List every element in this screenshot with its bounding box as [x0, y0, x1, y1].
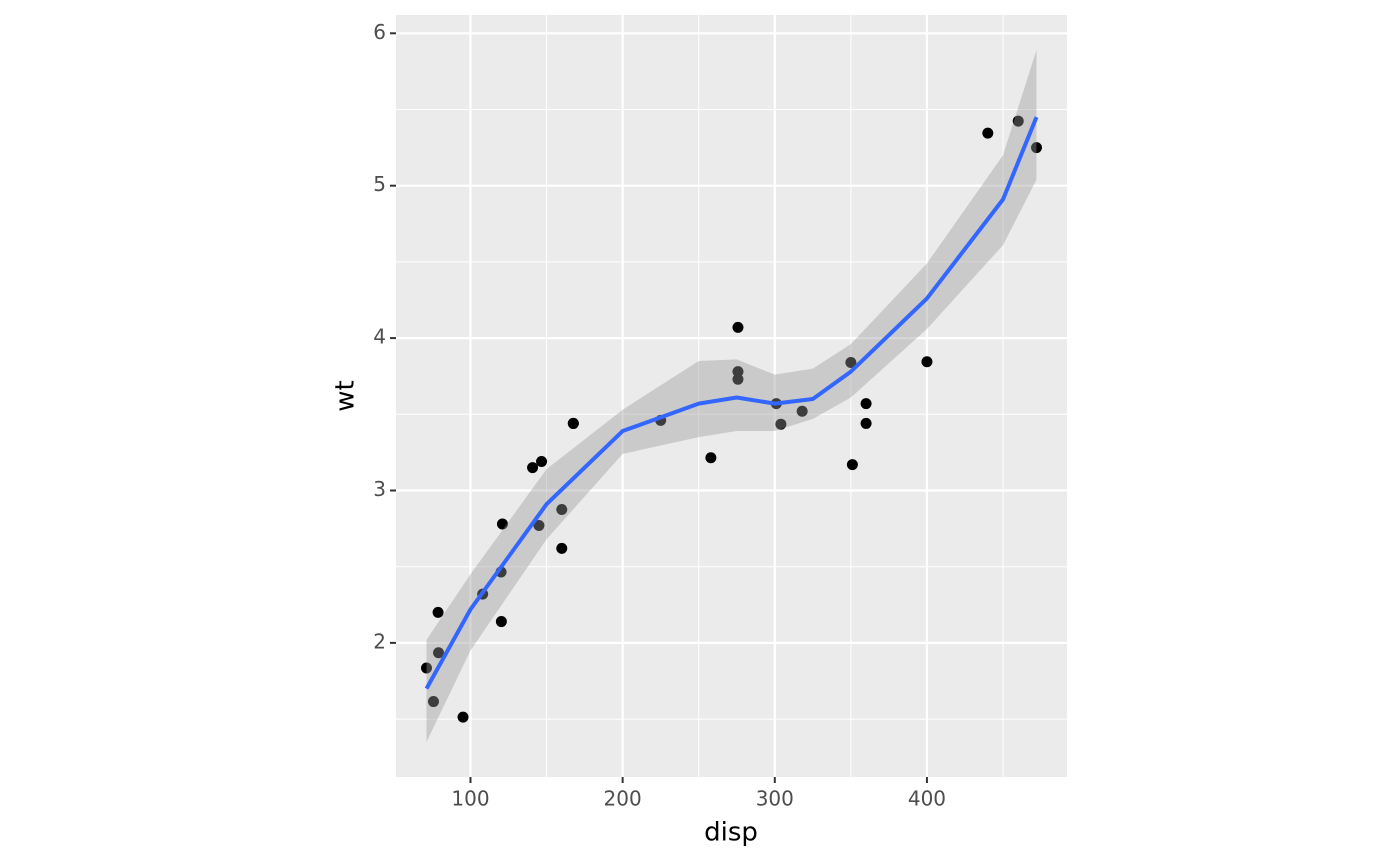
point	[433, 647, 445, 659]
x-axis-title: disp	[704, 818, 758, 848]
point	[432, 606, 444, 618]
point	[775, 418, 787, 430]
y-tick-label: 2	[373, 629, 386, 653]
point	[536, 456, 548, 468]
point	[860, 417, 872, 429]
point	[496, 518, 508, 530]
y-tick-label: 6	[373, 20, 386, 44]
y-tick-label: 5	[373, 172, 386, 196]
x-tick-label: 400	[908, 787, 946, 811]
point	[845, 356, 857, 368]
x-tick-label: 200	[604, 787, 642, 811]
point	[428, 696, 440, 708]
point	[982, 127, 994, 139]
point	[705, 452, 717, 464]
x-tick-label: 100	[451, 787, 489, 811]
point	[860, 398, 872, 410]
point	[556, 542, 568, 554]
point	[495, 616, 507, 628]
point	[846, 459, 858, 471]
point	[421, 662, 433, 674]
y-tick-label: 4	[373, 325, 386, 349]
point	[567, 417, 579, 429]
confidence-band	[426, 50, 1037, 742]
point	[556, 504, 568, 516]
y-axis-title: wt	[331, 380, 361, 411]
point	[921, 356, 933, 368]
panel	[396, 15, 1067, 777]
point	[732, 373, 744, 385]
point	[732, 366, 744, 378]
point	[1030, 142, 1042, 154]
point	[1012, 115, 1024, 127]
point	[527, 462, 539, 474]
y-tick-label: 3	[373, 477, 386, 501]
point	[457, 711, 469, 723]
smooth-line	[424, 116, 1039, 690]
point	[533, 520, 545, 532]
x-tick-label: 300	[756, 787, 794, 811]
point	[796, 405, 808, 417]
point	[732, 321, 744, 333]
